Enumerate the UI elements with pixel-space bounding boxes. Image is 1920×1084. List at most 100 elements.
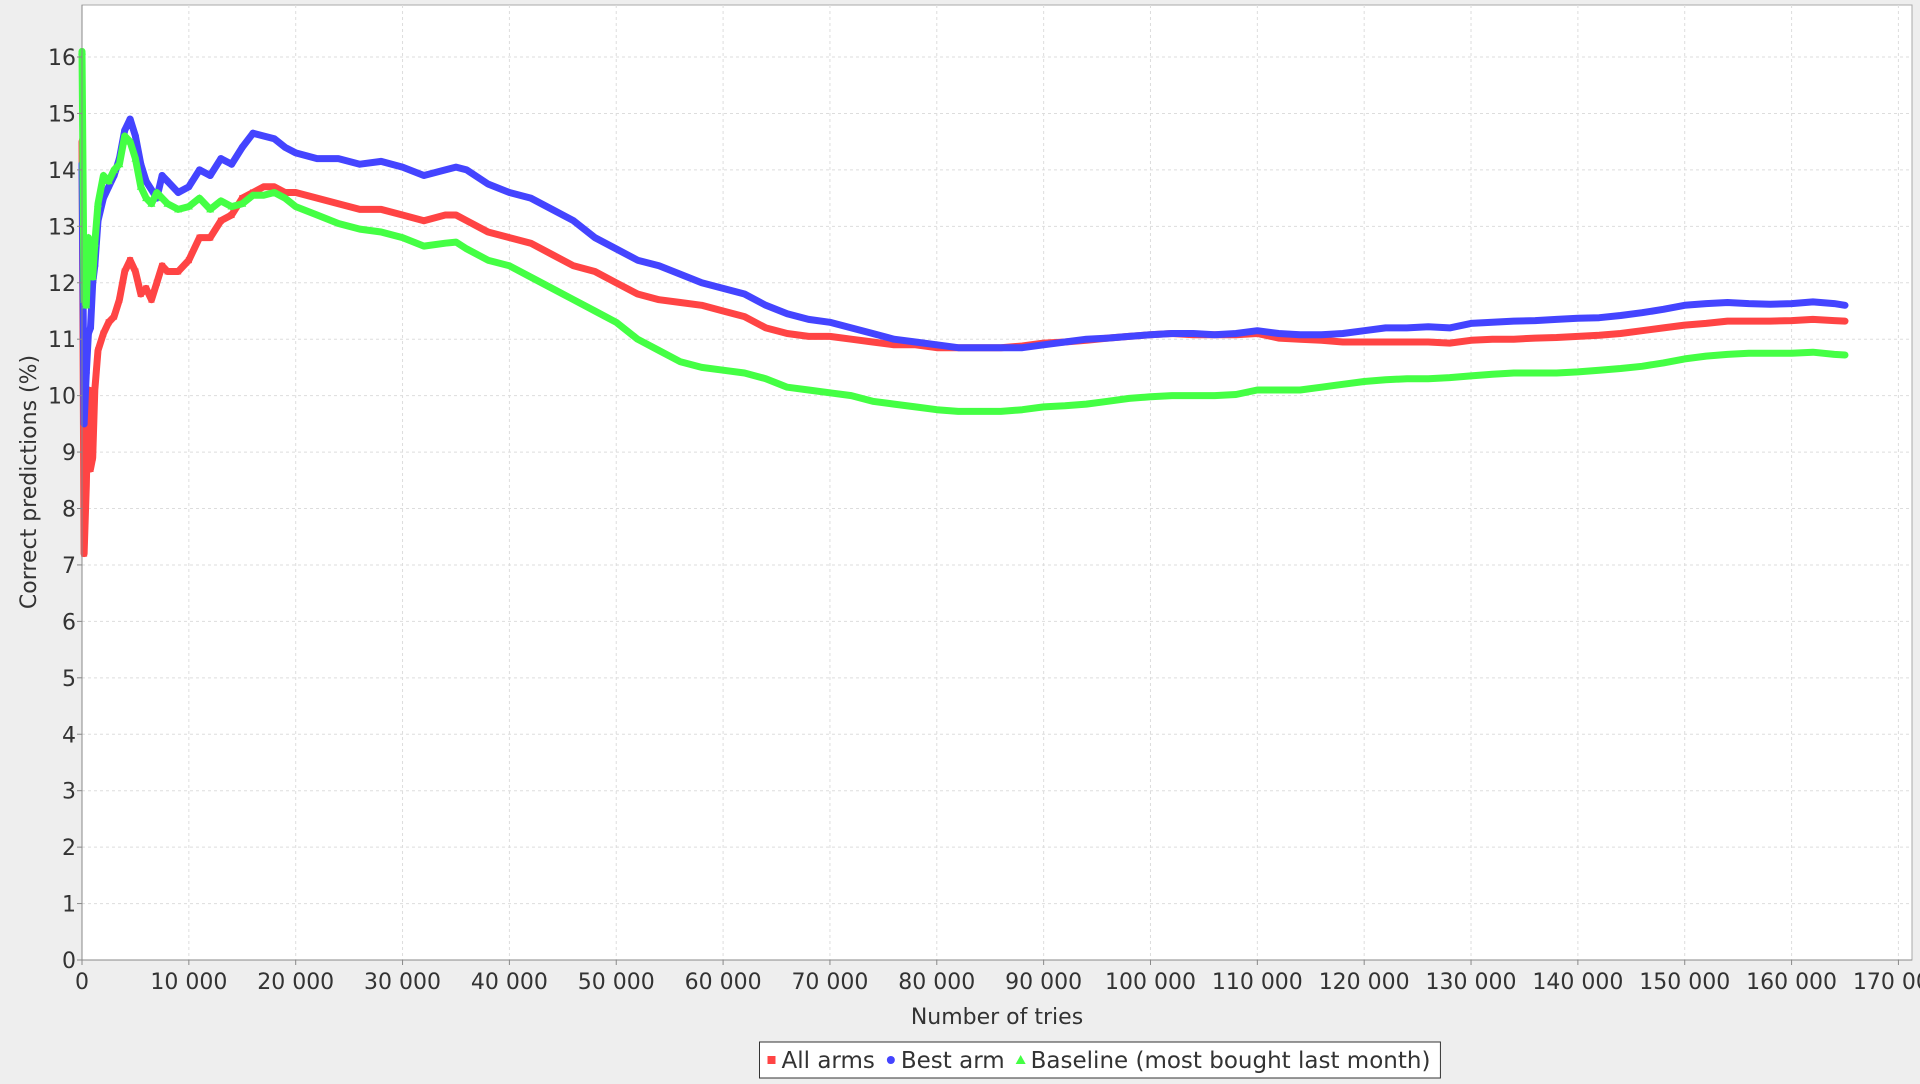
data-point [217, 217, 224, 224]
data-point [249, 129, 257, 137]
data-point [105, 183, 113, 191]
y-tick-label: 13 [48, 215, 76, 240]
data-point [82, 369, 90, 377]
data-point [104, 177, 113, 185]
data-point [116, 296, 123, 303]
x-tick-label: 0 [75, 970, 89, 995]
data-point [238, 199, 247, 207]
data-point [84, 330, 92, 338]
x-axis-title: Number of tries [911, 1005, 1083, 1030]
y-tick-label: 7 [62, 554, 76, 579]
data-point [195, 194, 204, 202]
legend-marker [767, 1056, 776, 1064]
data-point [206, 205, 215, 213]
y-tick-label: 3 [62, 780, 76, 805]
x-tick-label: 160 000 [1746, 970, 1837, 995]
data-point [207, 234, 214, 241]
y-tick-label: 15 [48, 102, 76, 127]
data-point [248, 191, 257, 199]
y-tick-label: 2 [62, 836, 76, 861]
y-tick-label: 14 [48, 159, 76, 184]
data-point [153, 279, 160, 286]
x-tick-label: 70 000 [791, 970, 868, 995]
data-point [131, 132, 139, 140]
x-tick-label: 10 000 [150, 970, 227, 995]
data-point [95, 347, 102, 354]
x-tick-label: 130 000 [1426, 970, 1517, 995]
legend-label: Best arm [901, 1048, 1005, 1074]
data-point [99, 171, 108, 179]
data-point [174, 205, 183, 213]
data-point [90, 239, 99, 247]
data-point [142, 177, 150, 185]
data-point [121, 268, 128, 275]
y-tick-label: 9 [62, 441, 76, 466]
data-point [206, 172, 214, 180]
data-point [127, 257, 134, 264]
data-point [158, 194, 167, 202]
y-tick-label: 6 [62, 610, 76, 635]
x-tick-label: 30 000 [364, 970, 441, 995]
y-axis-title: Correct predictions (%) [17, 355, 42, 609]
data-point [164, 268, 171, 275]
data-point [216, 196, 225, 204]
y-tick-label: 8 [62, 498, 76, 523]
data-point [105, 319, 112, 326]
x-tick-label: 60 000 [685, 970, 762, 995]
data-point [87, 324, 95, 332]
legend-marker [886, 1056, 895, 1064]
data-point [163, 177, 171, 185]
data-point [115, 160, 124, 168]
y-tick-label: 5 [62, 667, 76, 692]
data-point [120, 132, 129, 140]
data-point [152, 188, 161, 196]
data-point [228, 212, 235, 219]
data-point [137, 291, 144, 298]
x-tick-label: 80 000 [898, 970, 975, 995]
data-point [158, 172, 166, 180]
data-point [174, 188, 182, 196]
data-point [148, 296, 155, 303]
data-point [238, 143, 246, 151]
x-tick-label: 50 000 [578, 970, 655, 995]
y-tick-label: 10 [48, 385, 76, 410]
data-point [81, 550, 88, 557]
data-point [217, 155, 225, 163]
legend-item: Best arm [886, 1048, 1005, 1074]
legend-box [759, 1041, 1441, 1079]
data-point [185, 183, 193, 191]
series-line [78, 115, 1849, 428]
data-point [84, 233, 93, 241]
y-tick-label: 12 [48, 272, 76, 297]
plot-area [81, 4, 1913, 961]
series-line [78, 138, 1849, 558]
y-tick-label: 1 [62, 893, 76, 918]
y-tick-label: 4 [62, 723, 76, 748]
legend-marker [1015, 1055, 1026, 1064]
data-point [110, 165, 119, 173]
grid-lines [81, 5, 1912, 961]
data-point [86, 250, 95, 258]
data-point [184, 202, 193, 210]
data-point [196, 166, 204, 174]
data-point [136, 182, 145, 190]
data-point [163, 199, 172, 207]
y-tick-label: 16 [48, 46, 76, 71]
x-tick-label: 170 000 [1853, 970, 1920, 995]
data-point [185, 257, 192, 264]
data-point [147, 199, 156, 207]
data-point [159, 262, 166, 269]
legend-label: All arms [782, 1048, 875, 1074]
data-point [91, 386, 98, 393]
data-point [83, 482, 90, 489]
x-tick-label: 150 000 [1639, 970, 1730, 995]
data-point [143, 285, 150, 292]
x-tick-label: 90 000 [1005, 970, 1082, 995]
data-point [111, 313, 118, 320]
data-point [227, 202, 236, 210]
y-tick-label: 11 [48, 328, 76, 353]
data-point [228, 160, 236, 168]
